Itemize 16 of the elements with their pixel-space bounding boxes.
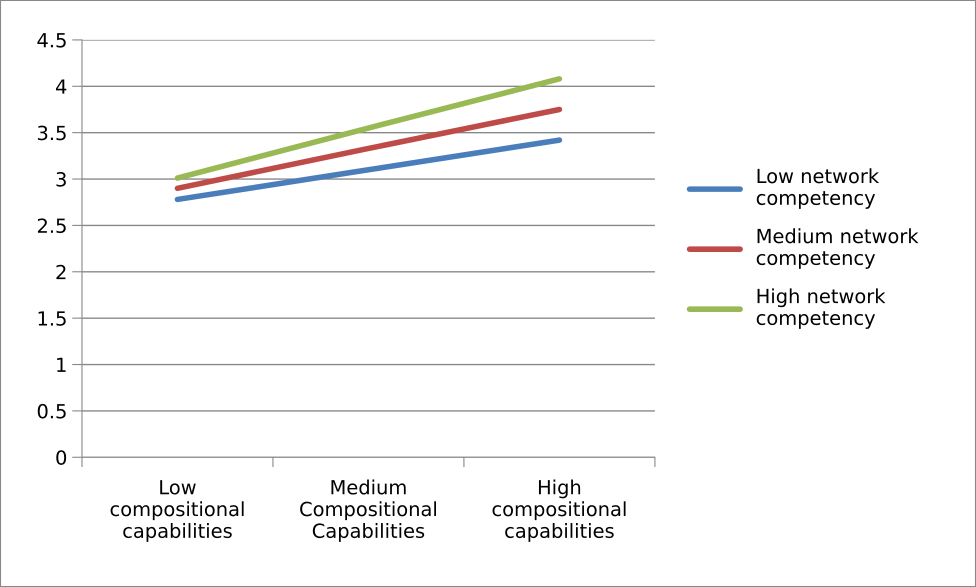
legend-label: Medium network competency	[756, 228, 919, 269]
y-tick-label: 0	[56, 450, 66, 465]
y-tick-label: 1.5	[38, 311, 66, 326]
y-tick-label: 2.5	[38, 218, 66, 234]
y-tick-label: 3.5	[38, 126, 66, 140]
y-tick-label: 4	[56, 80, 66, 94]
legend-label: High network competency	[756, 288, 886, 329]
x-tick-label: High compositional capabilities	[492, 479, 626, 542]
x-tick-label: Medium Compositional Capabilities	[300, 479, 436, 542]
legend-label: Low network competency	[756, 168, 880, 209]
y-tick-label: 4.5	[37, 33, 66, 48]
y-tick-label: 3	[56, 172, 66, 187]
y-tick-label: 1	[57, 358, 66, 372]
y-tick-label: 0.5	[38, 404, 66, 419]
x-tick-label: Low compositional capabilities	[110, 480, 244, 542]
y-tick-label: 2	[56, 264, 66, 280]
